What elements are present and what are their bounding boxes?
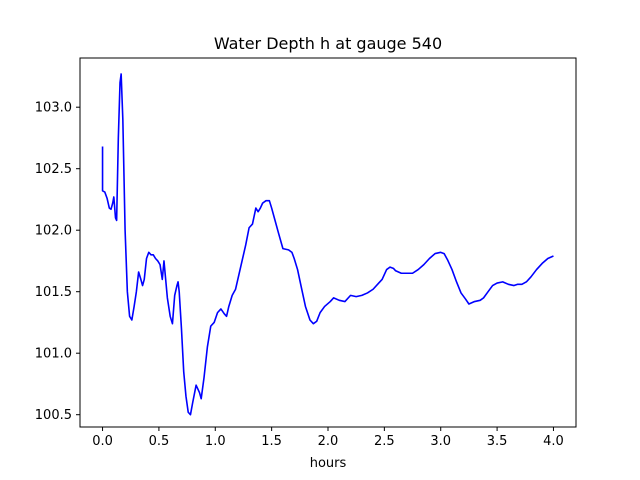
y-tick-label: 100.5 [35, 408, 72, 423]
x-tick-label: 4.0 [543, 434, 564, 449]
y-tick-label: 101.5 [35, 285, 72, 300]
x-tick-label: 2.0 [318, 434, 339, 449]
chart-title: Water Depth h at gauge 540 [214, 34, 442, 53]
y-tick-label: 102.5 [35, 162, 72, 177]
x-axis-label: hours [310, 456, 347, 471]
y-tick-label: 102.0 [35, 224, 72, 239]
y-tick-label: 101.0 [35, 347, 72, 362]
x-tick-label: 0.0 [92, 434, 113, 449]
series-line-0 [101, 73, 554, 416]
plot-area: 0.0 0.5 1.0 1.5 2.0 2.5 3.0 3.5 4.0 100.5 101.0 101… [35, 57, 577, 449]
y-tick-label: 103.0 [35, 101, 72, 116]
x-tick-label: 0.5 [149, 434, 170, 449]
x-tick-label: 2.5 [374, 434, 395, 449]
x-tick-label: 1.5 [261, 434, 282, 449]
x-tick-label: 3.0 [430, 434, 451, 449]
x-tick-label: 1.0 [205, 434, 226, 449]
plot-frame [79, 57, 577, 428]
x-tick-label: 3.5 [487, 434, 508, 449]
